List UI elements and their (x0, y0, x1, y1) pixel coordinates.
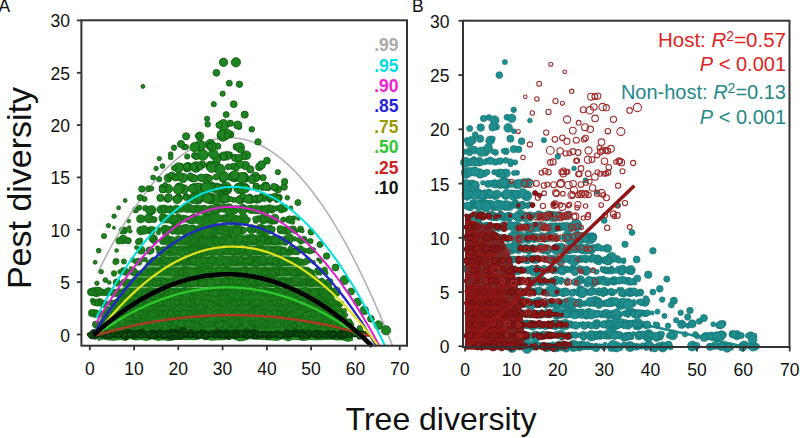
svg-text:P < 0.001: P < 0.001 (700, 106, 786, 128)
svg-text:30: 30 (430, 12, 450, 32)
svg-text:5: 5 (60, 273, 70, 293)
svg-text:25: 25 (430, 66, 449, 86)
svg-text:30: 30 (213, 359, 233, 379)
svg-text:30: 30 (594, 360, 614, 380)
svg-text:.75: .75 (374, 117, 399, 137)
svg-text:.50: .50 (374, 137, 399, 157)
svg-text:70: 70 (780, 360, 800, 380)
svg-text:20: 20 (430, 120, 450, 140)
svg-text:.10: .10 (374, 178, 399, 198)
svg-text:60: 60 (346, 359, 366, 379)
svg-text:40: 40 (641, 360, 661, 380)
svg-text:5: 5 (440, 283, 450, 303)
svg-text:.99: .99 (374, 35, 399, 55)
svg-text:0: 0 (85, 359, 95, 379)
svg-text:0: 0 (460, 360, 470, 380)
svg-text:10: 10 (502, 360, 522, 380)
svg-text:A: A (0, 0, 11, 16)
svg-text:70: 70 (390, 359, 410, 379)
svg-text:0: 0 (440, 337, 450, 357)
svg-text:.25: .25 (374, 158, 399, 178)
svg-text:.95: .95 (374, 56, 399, 76)
svg-text:15: 15 (430, 175, 449, 195)
svg-text:B: B (412, 0, 424, 16)
svg-text:50: 50 (301, 359, 321, 379)
svg-text:.90: .90 (374, 76, 399, 96)
svg-text:20: 20 (51, 116, 71, 136)
svg-text:30: 30 (51, 11, 71, 31)
svg-text:10: 10 (51, 221, 71, 241)
svg-text:20: 20 (169, 359, 189, 379)
svg-text:40: 40 (257, 359, 277, 379)
svg-text:15: 15 (51, 168, 70, 188)
svg-text:Host: R2=0.57: Host: R2=0.57 (658, 28, 786, 51)
svg-text:0: 0 (60, 326, 70, 346)
svg-text:Tree diversity: Tree diversity (346, 401, 537, 437)
svg-text:50: 50 (687, 360, 707, 380)
svg-text:.85: .85 (374, 96, 399, 116)
svg-text:Pest diversity: Pest diversity (0, 87, 38, 289)
svg-text:Non-host: R2=0.13: Non-host: R2=0.13 (621, 80, 786, 103)
svg-text:10: 10 (430, 229, 450, 249)
svg-text:60: 60 (734, 360, 754, 380)
svg-text:20: 20 (548, 360, 568, 380)
svg-text:10: 10 (124, 359, 144, 379)
svg-text:25: 25 (51, 64, 70, 84)
svg-text:P < 0.001: P < 0.001 (700, 53, 786, 75)
